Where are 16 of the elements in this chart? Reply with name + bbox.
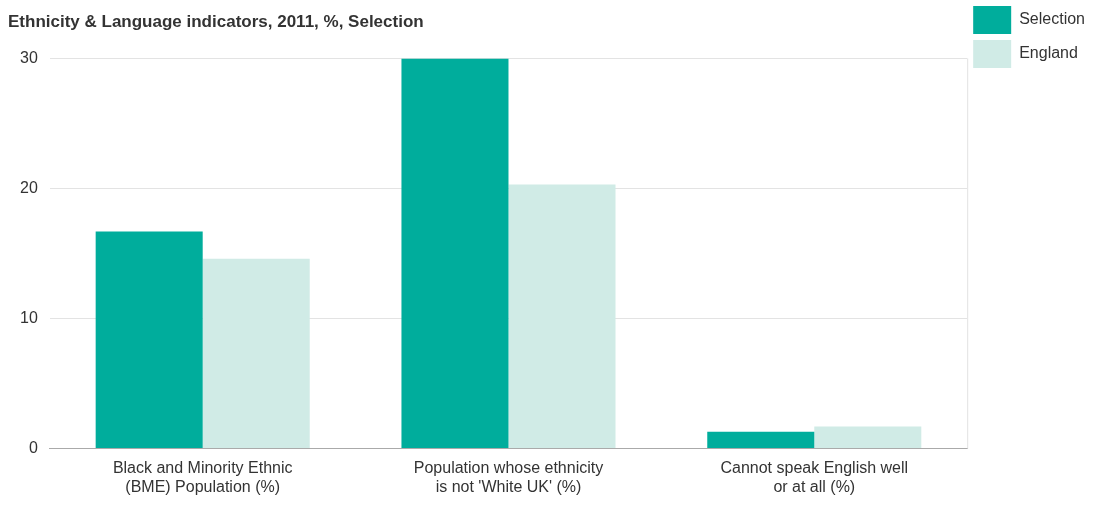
legend-label: England: [1019, 44, 1078, 62]
legend-label: Selection: [1019, 10, 1086, 28]
x-tick-label: Black and Minority Ethnic (BME) Population (%): [112, 458, 293, 495]
y-tick-label: 10: [20, 308, 38, 326]
bar: [202, 258, 310, 449]
y-tick-label: 0: [28, 439, 38, 457]
x-tick-label: Cannot speak English well or at all (%): [720, 458, 909, 495]
bar: [508, 184, 616, 449]
bar: [707, 431, 815, 449]
bar: [401, 58, 509, 449]
x-tick-label: Population whose ethnicity is not 'White UK' (%): [413, 458, 604, 495]
bar: [95, 231, 203, 449]
y-tick-label: 20: [20, 178, 38, 196]
bar: [814, 426, 922, 449]
chart-title: Ethnicity & Language indicators, 2011, %, Selection: [8, 11, 424, 31]
y-tick-label: 30: [20, 48, 38, 66]
